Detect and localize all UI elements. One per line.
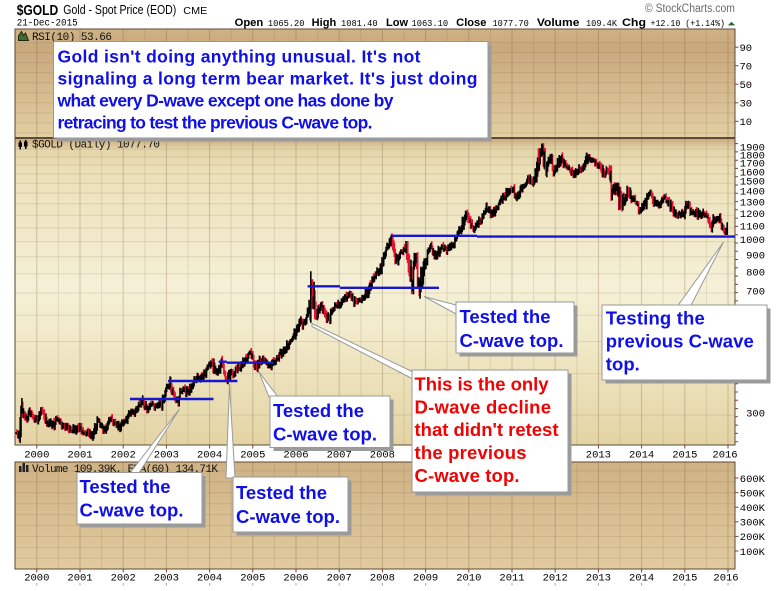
svg-text:Tested the: Tested the bbox=[80, 476, 171, 497]
svg-text:2011: 2011 bbox=[499, 573, 524, 585]
svg-text:1000: 1000 bbox=[740, 235, 765, 247]
svg-text:2002: 2002 bbox=[111, 573, 136, 585]
svg-text:90: 90 bbox=[740, 43, 753, 55]
svg-text:C-wave top.: C-wave top. bbox=[273, 424, 377, 445]
svg-text:2000: 2000 bbox=[24, 573, 49, 585]
svg-text:2009: 2009 bbox=[413, 573, 438, 585]
svg-text:Testing the: Testing the bbox=[606, 308, 705, 329]
svg-text:1081.40: 1081.40 bbox=[341, 18, 378, 29]
svg-text:Tested the: Tested the bbox=[273, 400, 364, 421]
svg-text:600K: 600K bbox=[740, 474, 766, 486]
svg-text:2015: 2015 bbox=[672, 573, 697, 585]
svg-text:Close: Close bbox=[456, 17, 486, 29]
svg-text:$GOLD (Daily) 1077.70: $GOLD (Daily) 1077.70 bbox=[32, 140, 160, 152]
svg-text:2002: 2002 bbox=[111, 450, 136, 462]
svg-text:400K: 400K bbox=[740, 503, 766, 515]
svg-text:Gold isn't doing anything unus: Gold isn't doing anything unusual. It's … bbox=[58, 46, 421, 66]
svg-text:Volume: Volume bbox=[537, 17, 580, 29]
svg-text:500K: 500K bbox=[740, 488, 766, 500]
svg-text:1400: 1400 bbox=[740, 187, 765, 199]
svg-text:700: 700 bbox=[746, 287, 765, 299]
svg-text:Low: Low bbox=[386, 17, 408, 29]
svg-text:2006: 2006 bbox=[283, 573, 308, 585]
svg-text:900: 900 bbox=[746, 250, 765, 262]
svg-text:2012: 2012 bbox=[543, 573, 568, 585]
svg-text:1100: 1100 bbox=[740, 221, 765, 233]
svg-text:2001: 2001 bbox=[67, 450, 92, 462]
svg-text:top.: top. bbox=[606, 354, 640, 375]
svg-text:previous C-wave: previous C-wave bbox=[606, 330, 754, 351]
svg-text:1300: 1300 bbox=[740, 197, 765, 209]
svg-text:2014: 2014 bbox=[629, 450, 654, 462]
svg-text:2007: 2007 bbox=[327, 450, 352, 462]
svg-text:2013: 2013 bbox=[586, 573, 611, 585]
svg-text:2004: 2004 bbox=[197, 573, 222, 585]
svg-text:1200: 1200 bbox=[740, 209, 765, 221]
svg-text:2000: 2000 bbox=[24, 450, 49, 462]
svg-text:2014: 2014 bbox=[629, 573, 654, 585]
svg-text:Chg: Chg bbox=[622, 17, 646, 29]
svg-text:70: 70 bbox=[740, 62, 753, 74]
svg-text:2007: 2007 bbox=[327, 573, 352, 585]
svg-text:C-wave top.: C-wave top. bbox=[415, 465, 520, 486]
svg-text:Open: Open bbox=[235, 17, 264, 29]
svg-text:109.4K: 109.4K bbox=[586, 18, 617, 29]
svg-text:100K: 100K bbox=[740, 547, 766, 559]
svg-text:C-wave top.: C-wave top. bbox=[236, 506, 340, 527]
svg-text:2004: 2004 bbox=[197, 450, 222, 462]
svg-text:200K: 200K bbox=[740, 532, 766, 544]
svg-text:Tested the: Tested the bbox=[236, 482, 327, 503]
svg-text:CME: CME bbox=[183, 6, 207, 17]
svg-text:300K: 300K bbox=[740, 518, 766, 530]
svg-text:300: 300 bbox=[746, 409, 765, 421]
svg-text:1500: 1500 bbox=[740, 177, 765, 189]
svg-text:High: High bbox=[312, 17, 337, 29]
svg-text:2016: 2016 bbox=[713, 573, 738, 585]
svg-text:Gold - Spot Price (EOD): Gold - Spot Price (EOD) bbox=[63, 3, 176, 17]
svg-text:2006: 2006 bbox=[283, 450, 308, 462]
svg-text:1800: 1800 bbox=[740, 150, 765, 162]
svg-text:retracing to test the previous: retracing to test the previous C-wave to… bbox=[58, 112, 373, 132]
svg-text:C-wave top.: C-wave top. bbox=[460, 330, 564, 351]
svg-text:2016: 2016 bbox=[712, 450, 737, 462]
svg-text:1700: 1700 bbox=[740, 159, 765, 171]
svg-text:1063.10: 1063.10 bbox=[412, 18, 449, 29]
svg-text:1065.20: 1065.20 bbox=[268, 18, 305, 29]
svg-text:2003: 2003 bbox=[154, 573, 179, 585]
svg-text:2008: 2008 bbox=[370, 450, 395, 462]
svg-text:2001: 2001 bbox=[67, 573, 92, 585]
svg-text:the previous: the previous bbox=[415, 442, 527, 463]
svg-text:This is the only: This is the only bbox=[415, 374, 550, 395]
svg-text:C-wave top.: C-wave top. bbox=[80, 500, 184, 521]
svg-text:800: 800 bbox=[746, 267, 765, 279]
svg-text:2013: 2013 bbox=[586, 450, 611, 462]
svg-text:2005: 2005 bbox=[240, 573, 265, 585]
svg-text:Tested the: Tested the bbox=[460, 306, 551, 327]
svg-text:50: 50 bbox=[740, 80, 753, 92]
svg-text:signaling a long term bear mar: signaling a long term bear market. It's … bbox=[58, 68, 478, 88]
svg-text:10: 10 bbox=[740, 117, 753, 129]
svg-text:1077.70: 1077.70 bbox=[493, 18, 530, 29]
svg-text:2015: 2015 bbox=[672, 450, 697, 462]
svg-text:$GOLD: $GOLD bbox=[17, 2, 59, 19]
svg-text:1900: 1900 bbox=[740, 143, 765, 155]
svg-text:+12.10 (+1.14%): +12.10 (+1.14%) bbox=[651, 18, 726, 29]
svg-text:2003: 2003 bbox=[154, 450, 179, 462]
svg-text:what every D-wave except one h: what every D-wave except one has done by bbox=[57, 90, 394, 110]
svg-text:2005: 2005 bbox=[240, 450, 265, 462]
svg-text:that didn't retest: that didn't retest bbox=[415, 419, 559, 440]
svg-text:21-Dec-2015: 21-Dec-2015 bbox=[17, 19, 78, 30]
svg-text:2010: 2010 bbox=[456, 573, 481, 585]
svg-text:D-wave decline: D-wave decline bbox=[415, 396, 552, 417]
svg-text:30: 30 bbox=[740, 99, 753, 111]
svg-text:© StockCharts.com: © StockCharts.com bbox=[645, 3, 735, 15]
svg-text:1600: 1600 bbox=[740, 167, 765, 179]
svg-text:2008: 2008 bbox=[370, 573, 395, 585]
